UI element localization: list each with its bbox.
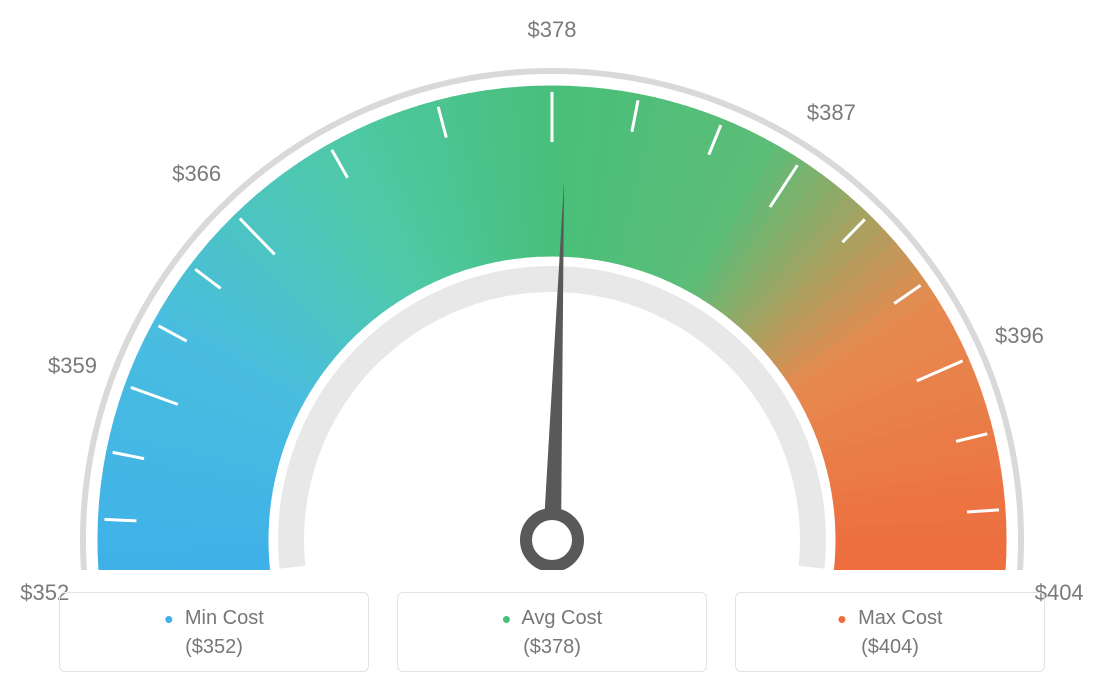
dot-icon: • [837,604,846,634]
legend-value-avg: ($378) [398,636,706,659]
gauge-svg [0,0,1104,570]
legend-card-avg: • Avg Cost ($378) [397,592,707,672]
legend-value-max: ($404) [736,636,1044,659]
gauge-tick-label: $387 [807,100,856,126]
dot-icon: • [502,604,511,634]
legend-card-max: • Max Cost ($404) [735,592,1045,672]
legend-label: Min Cost [185,607,264,629]
legend-row: • Min Cost ($352) • Avg Cost ($378) • Ma… [0,592,1104,672]
legend-card-min: • Min Cost ($352) [59,592,369,672]
legend-title-avg: • Avg Cost [398,607,706,630]
legend-label: Max Cost [858,607,942,629]
gauge-tick-label: $366 [172,161,221,187]
gauge-tick-label: $378 [528,17,577,43]
gauge-tick-label: $396 [995,323,1044,349]
legend-value-min: ($352) [60,636,368,659]
dot-icon: • [164,604,173,634]
legend-title-max: • Max Cost [736,607,1044,630]
gauge-tick-label: $359 [48,353,97,379]
legend-title-min: • Min Cost [60,607,368,630]
cost-gauge: $352$359$366$378$387$396$404 [0,0,1104,570]
legend-label: Avg Cost [521,607,602,629]
